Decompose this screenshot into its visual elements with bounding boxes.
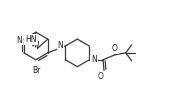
- Text: N: N: [91, 55, 97, 64]
- Text: O: O: [112, 44, 118, 53]
- Text: HN: HN: [25, 35, 37, 44]
- Text: N: N: [58, 41, 63, 50]
- Text: N: N: [16, 36, 22, 45]
- Text: O: O: [97, 72, 103, 81]
- Text: Br: Br: [33, 66, 41, 75]
